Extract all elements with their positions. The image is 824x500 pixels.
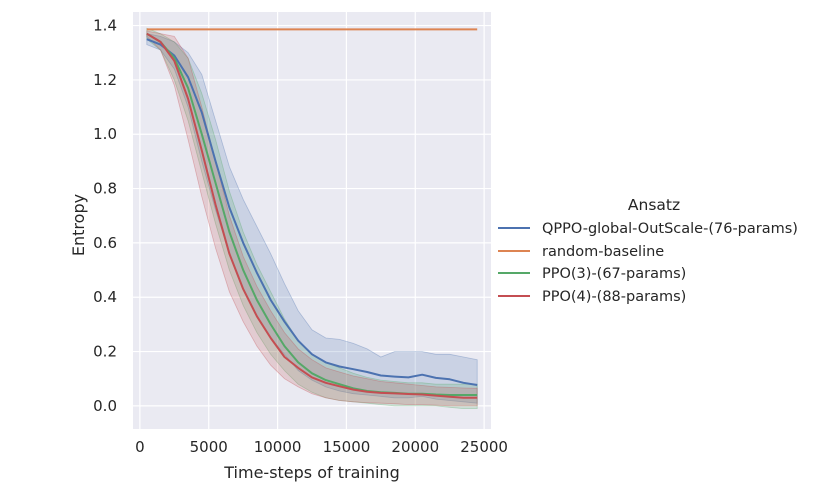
x-axis-label: Time-steps of training [223,463,399,482]
legend-label-3: PPO(4)-(88-params) [542,289,686,305]
legend-label-0: QPPO-global-OutScale-(76-params) [542,221,798,237]
y-tick-label: 0.8 [93,180,117,198]
x-tick-label: 10000 [254,438,302,456]
legend-label-2: PPO(3)-(67-params) [542,266,686,282]
y-axis-label: Entropy [69,194,88,256]
x-tick-label: 20000 [391,438,439,456]
x-tick-label: 25000 [460,438,508,456]
x-tick-label: 15000 [323,438,371,456]
series-line-3 [146,32,478,399]
x-axis-ticks: 0 5000 10000 15000 20000 25000 [135,438,508,456]
grid [133,12,491,429]
band-2 [146,27,478,409]
plot-background [133,12,491,429]
y-axis-ticks: 0.0 0.2 0.4 0.6 0.8 1.0 1.2 1.4 [93,17,117,415]
x-tick-label: 0 [135,438,145,456]
legend-label-1: random-baseline [542,244,664,260]
series-line-0 [146,38,478,386]
y-tick-label: 0.0 [93,397,117,415]
legend: Ansatz QPPO-global-OutScale-(76-params) r… [498,196,798,305]
x-tick-label: 5000 [190,438,228,456]
y-tick-label: 0.4 [93,288,117,306]
y-tick-label: 1.2 [93,71,117,89]
y-tick-label: 1.0 [93,125,117,143]
legend-title: Ansatz [628,196,680,214]
y-tick-label: 0.2 [93,343,117,361]
series-lines [146,28,478,399]
y-tick-label: 1.4 [93,17,117,35]
y-tick-label: 0.6 [93,234,117,252]
